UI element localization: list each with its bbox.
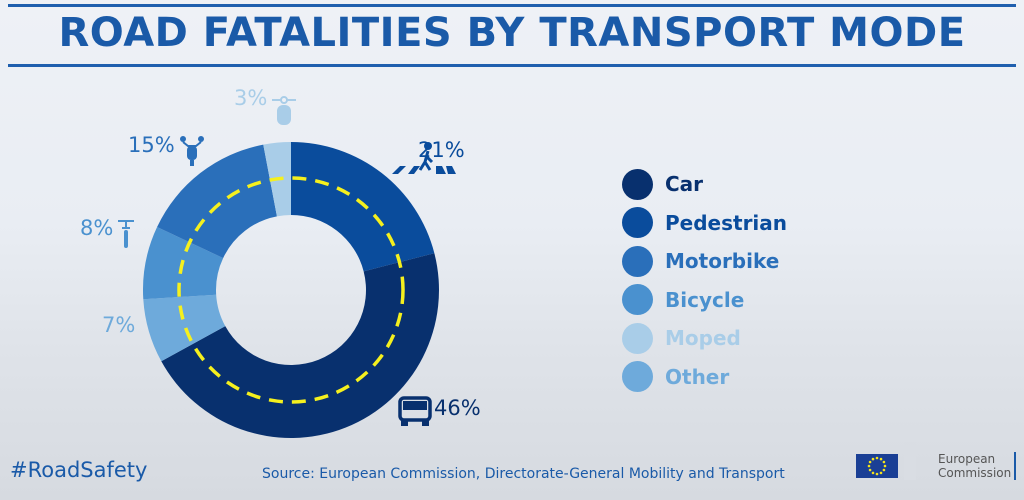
page-title: ROAD FATALITIES BY TRANSPORT MODE [58, 10, 966, 56]
dashed-road-line [177, 176, 405, 404]
legend-item-car: Car [622, 165, 787, 204]
eu-star [875, 472, 879, 476]
legend-label: Other [665, 364, 730, 389]
legend-item-pedestrian: Pedestrian [622, 204, 787, 243]
logo-text-line2: Commission [938, 466, 1012, 480]
motorbike-icon [180, 136, 204, 166]
legend-label: Bicycle [665, 287, 745, 312]
eu-star [879, 457, 883, 461]
eu-star [875, 456, 879, 460]
logo-divider [1014, 452, 1016, 480]
label-pedestrian: 21% [418, 138, 465, 162]
legend-label: Motorbike [665, 249, 780, 274]
legend-swatch [622, 322, 653, 354]
eu-star [871, 471, 875, 475]
legend-label: Car [665, 172, 704, 197]
legend-label: Moped [665, 326, 741, 351]
legend-item-other: Other [622, 358, 787, 397]
slice-pedestrian [291, 142, 435, 272]
label-other: 7% [102, 313, 136, 337]
eu-flag-icon [856, 442, 916, 480]
label-motorbike: 15% [128, 133, 175, 157]
source-note: Source: European Commission, Directorate… [262, 466, 785, 482]
legend-label: Pedestrian [665, 210, 788, 235]
legend-item-moped: Moped [622, 319, 787, 358]
slice-motorbike [157, 144, 277, 259]
slice-car [161, 253, 440, 439]
legend-swatch [622, 361, 653, 393]
legend-item-motorbike: Motorbike [622, 242, 787, 281]
legend: Car Pedestrian Motorbike Bicycle Moped Other [622, 165, 787, 396]
eu-star [867, 464, 871, 468]
slice-other [143, 294, 226, 362]
eu-star [883, 464, 887, 468]
moped-icon [272, 96, 296, 125]
label-car: 46% [434, 396, 481, 420]
legend-swatch [622, 207, 653, 239]
label-moped: 3% [234, 86, 268, 110]
eu-star [868, 460, 872, 464]
legend-item-bicycle: Bicycle [622, 281, 787, 320]
eu-star [882, 468, 886, 472]
legend-swatch [622, 284, 653, 316]
eu-star [868, 468, 872, 472]
legend-swatch [622, 168, 653, 200]
eu-star [871, 457, 875, 461]
pedestrian-crossing-icon [392, 142, 456, 174]
eu-star [879, 471, 883, 475]
label-bicycle: 8% [80, 216, 114, 240]
car-icon [398, 396, 432, 426]
legend-swatch [622, 245, 653, 277]
hashtag: #RoadSafety [10, 458, 148, 482]
eu-star [882, 460, 886, 464]
european-commission-logo: European Commission [838, 432, 1024, 487]
title-rule-top [8, 4, 1016, 7]
logo-text-line1: European [938, 452, 996, 466]
bicycle-icon [118, 220, 134, 248]
title-rule-bottom [8, 64, 1016, 67]
